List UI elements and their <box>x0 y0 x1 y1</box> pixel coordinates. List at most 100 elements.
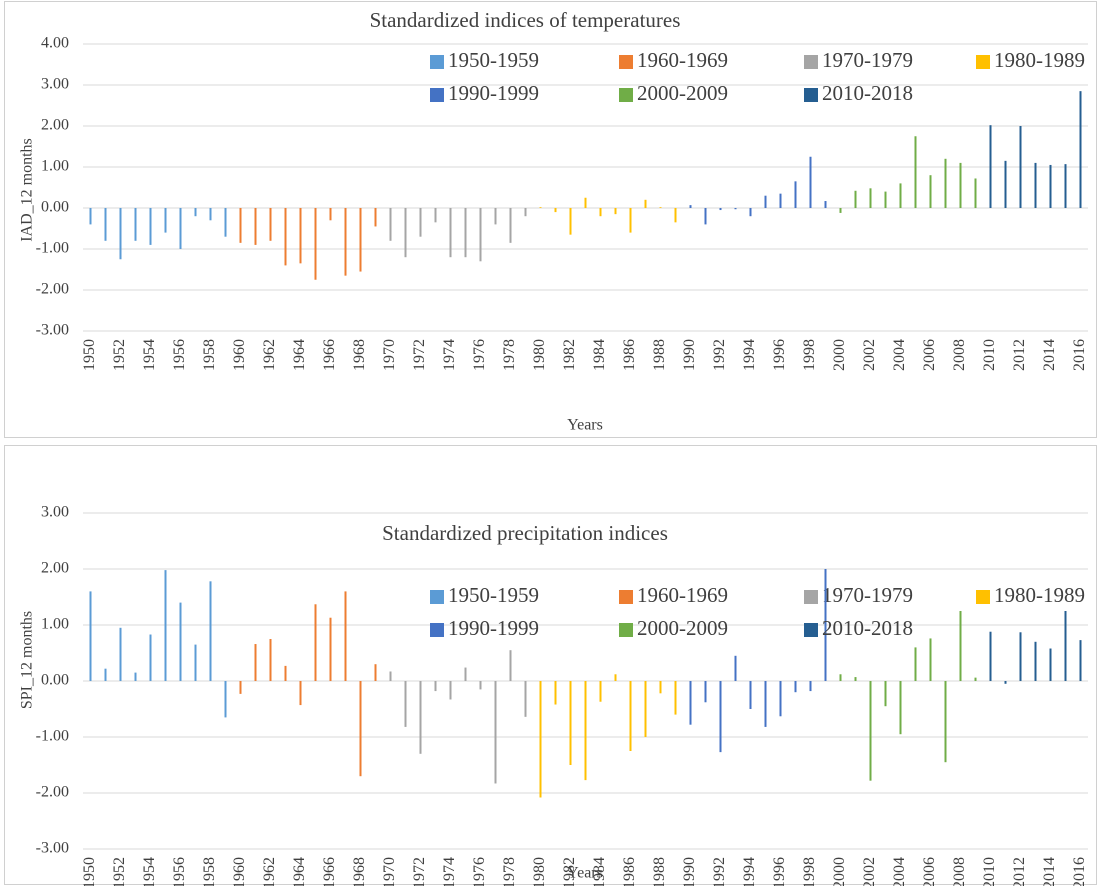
x-tick-label: 2010 <box>981 857 998 886</box>
bar <box>329 617 332 681</box>
legend-swatch <box>430 623 444 637</box>
x-tick-label: 1974 <box>441 857 458 886</box>
bar <box>779 681 782 717</box>
y-tick-label: 2.00 <box>41 117 69 134</box>
bar <box>209 208 212 221</box>
bar <box>719 208 722 211</box>
bar <box>644 199 647 208</box>
bar <box>689 681 692 725</box>
y-tick-label: -3.00 <box>36 840 69 857</box>
bar <box>944 158 947 208</box>
bar <box>1064 164 1067 208</box>
x-tick-label: 1950 <box>81 857 98 886</box>
bar <box>239 208 242 243</box>
bar <box>539 207 542 208</box>
bar <box>719 681 722 753</box>
bar <box>479 681 482 690</box>
x-tick-label: 2014 <box>1041 857 1058 886</box>
bar <box>1004 160 1007 208</box>
bar <box>509 208 512 243</box>
bar <box>449 681 452 700</box>
x-tick-label: 2004 <box>891 857 908 886</box>
bar <box>704 681 707 703</box>
x-tick-label: 2016 <box>1071 857 1088 886</box>
bar <box>884 681 887 707</box>
bar <box>1049 648 1052 681</box>
x-tick-label: 2004 <box>891 339 908 371</box>
x-tick-label: 1972 <box>411 339 428 371</box>
bar <box>659 207 662 208</box>
x-tick-label: 2002 <box>861 339 878 371</box>
bar <box>704 208 707 225</box>
bar <box>764 195 767 208</box>
bar <box>494 681 497 784</box>
x-tick-label: 1952 <box>111 857 128 886</box>
x-tick-label: 2008 <box>951 339 968 371</box>
chart-title: Standardized precipitation indices <box>382 521 668 545</box>
bar <box>1064 611 1067 681</box>
legend-swatch <box>619 590 633 604</box>
bar <box>479 208 482 262</box>
bar <box>839 208 842 213</box>
bar <box>884 191 887 208</box>
x-tick-label: 1962 <box>261 857 278 886</box>
bar <box>104 208 107 241</box>
x-tick-label: 1982 <box>561 857 578 886</box>
bar <box>569 208 572 235</box>
bar <box>464 667 467 681</box>
bar <box>674 681 677 715</box>
bar <box>629 208 632 233</box>
bar <box>989 125 992 208</box>
bar <box>119 627 122 681</box>
bar <box>629 681 632 751</box>
x-tick-label: 1986 <box>621 857 638 886</box>
bar <box>614 674 617 681</box>
bar <box>959 611 962 681</box>
bar <box>869 188 872 208</box>
bar <box>524 208 527 217</box>
y-tick-label: -2.00 <box>36 281 69 298</box>
legend-label: 1960-1969 <box>637 583 728 607</box>
bar <box>179 602 182 681</box>
bar <box>254 208 257 245</box>
bar <box>404 208 407 258</box>
bar <box>434 681 437 692</box>
bar <box>764 681 767 727</box>
bar <box>734 655 737 681</box>
x-tick-label: 2006 <box>921 339 938 371</box>
bar <box>644 681 647 737</box>
y-tick-label: 1.00 <box>41 616 69 633</box>
bar <box>554 681 557 705</box>
bar <box>254 644 257 681</box>
x-tick-label: 1996 <box>771 339 788 371</box>
bar <box>674 208 677 223</box>
legend-swatch <box>804 590 818 604</box>
y-tick-label: -1.00 <box>36 240 69 257</box>
bar <box>389 208 392 241</box>
bar <box>224 681 227 718</box>
x-axis-label: Years <box>567 417 603 434</box>
x-tick-label: 1966 <box>321 339 338 371</box>
legend-swatch <box>430 55 444 69</box>
legend-label: 1970-1979 <box>822 583 913 607</box>
bar <box>464 208 467 258</box>
bar <box>1034 641 1037 681</box>
bar <box>509 650 512 681</box>
bar <box>1049 164 1052 208</box>
bar <box>869 681 872 781</box>
x-tick-label: 1984 <box>591 339 608 371</box>
x-tick-label: 1970 <box>381 857 398 886</box>
bar <box>89 591 92 681</box>
x-tick-label: 1972 <box>411 857 428 886</box>
x-tick-label: 1952 <box>111 339 128 371</box>
y-tick-label: -1.00 <box>36 728 69 745</box>
x-tick-label: 1956 <box>171 339 188 371</box>
x-tick-label: 1992 <box>711 857 728 886</box>
x-tick-label: 1988 <box>651 857 668 886</box>
bar <box>284 665 287 681</box>
x-tick-label: 1958 <box>201 857 218 886</box>
x-tick-label: 1976 <box>471 857 488 886</box>
y-tick-label: 1.00 <box>41 158 69 175</box>
legend-label: 2000-2009 <box>637 81 728 105</box>
legend-label: 1980-1989 <box>994 583 1085 607</box>
